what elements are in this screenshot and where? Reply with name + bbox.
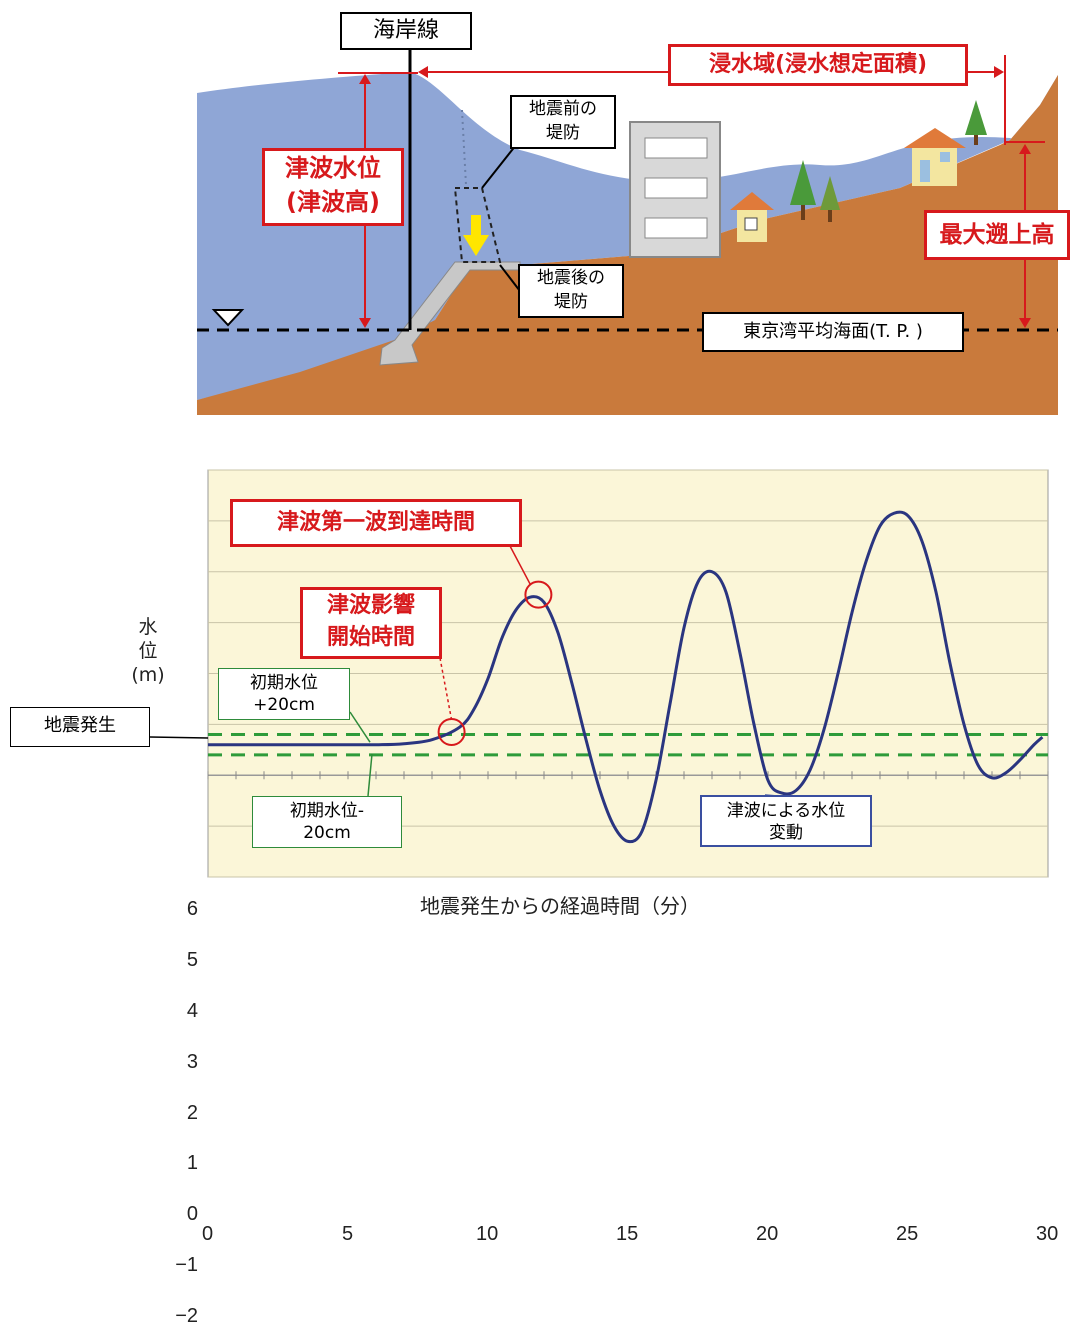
- variation-label: 津波による水位 変動: [700, 795, 872, 847]
- y-axis-label: 水 位 (m): [128, 615, 168, 687]
- seawall-after-line2: 堤防: [554, 292, 588, 312]
- subsidence-arrow-icon: [463, 215, 489, 256]
- variation-line2: 変動: [769, 823, 803, 843]
- x-tick-label: 10: [476, 1223, 499, 1246]
- impact-start-label: 津波影響 開始時間: [300, 587, 442, 659]
- tsunami-level-label-line2: (津波高): [286, 188, 380, 216]
- y-tick-label: 4: [186, 999, 198, 1022]
- impact-start-leader-line: [439, 657, 453, 721]
- tsunami-level-label-line1: 津波水位: [285, 154, 381, 182]
- house-icon: [904, 128, 966, 186]
- tree-icon: [820, 176, 840, 222]
- coastline-label: 海岸線: [340, 12, 472, 50]
- earthquake-leader-line: [149, 736, 209, 739]
- building-icon: [629, 121, 721, 258]
- impact-start-line2: 開始時間: [326, 625, 415, 650]
- initial-plus-label: 初期水位 +20cm: [218, 668, 350, 720]
- initial-minus-label: 初期水位- 20cm: [252, 796, 402, 848]
- initial-minus-leader-line: [367, 753, 373, 797]
- y-tick-label: 1: [186, 1152, 198, 1175]
- annotation-leaders: [149, 545, 791, 798]
- water-level-series-line: [207, 510, 1044, 844]
- x-tick-label: 5: [342, 1223, 354, 1246]
- seawall-after-label: 地震後の 堤防: [518, 264, 624, 318]
- initial-minus-line2: 20cm: [303, 823, 351, 843]
- mean-sea-level-label: 東京湾平均海面(T. P. ): [702, 312, 964, 352]
- x-axis-label: 地震発生からの経過時間（分）: [420, 894, 700, 918]
- y-tick-label: 2: [186, 1101, 198, 1124]
- reference-lines: [208, 733, 1048, 757]
- first-wave-leader-line: [509, 545, 532, 585]
- x-tick-label: 0: [202, 1223, 214, 1246]
- seawall-before-label: 地震前の 堤防: [510, 95, 616, 149]
- seawall-after-line1: 地震後の: [537, 268, 605, 288]
- x-minor-ticks: [207, 771, 1049, 780]
- initial-plus-line2: +20cm: [253, 695, 315, 715]
- y-tick-label: 3: [186, 1050, 198, 1073]
- x-tick-label: 15: [616, 1223, 639, 1246]
- tree-icon: [965, 100, 987, 145]
- x-tick-label: 25: [896, 1223, 919, 1246]
- y-tick-label: −2: [175, 1305, 198, 1327]
- house-icon: [730, 192, 774, 242]
- seawall-after: [379, 261, 521, 366]
- initial-plus-line1: 初期水位: [250, 673, 318, 693]
- y-tick-label: 6: [186, 898, 198, 920]
- y-axis-label-char2: 位: [138, 640, 158, 662]
- y-axis-label-char1: 水: [138, 616, 158, 638]
- first-wave-label: 津波第一波到達時間: [230, 499, 522, 547]
- seawall-before: [453, 187, 502, 263]
- first-wave-marker-icon: [524, 580, 553, 609]
- x-tick-label: 20: [756, 1223, 779, 1246]
- x-tick-label: 30: [1036, 1223, 1059, 1246]
- variation-line1: 津波による水位: [726, 801, 846, 821]
- inundation-label: 浸水域(浸水想定面積): [668, 44, 968, 86]
- seawall-before-line1: 地震前の: [529, 99, 597, 119]
- y-tick-label: 5: [186, 948, 198, 971]
- water-level-chart: −2 −1 0 1 2 3 4 5 6 0 5 10 15 20 25 30 水 位 (m) 地震発生からの経…: [0, 440, 1079, 1327]
- water-level-triangle-icon: [211, 309, 245, 327]
- tsunami-cross-section-diagram: 海岸線 浸水域(浸水想定面積) 津波水位 (津波高) 最大遡上高 地震前の 堤防…: [0, 0, 1079, 430]
- earthquake-label: 地震発生: [10, 707, 150, 747]
- tsunami-level-label: 津波水位 (津波高): [262, 148, 404, 226]
- max-runup-label: 最大遡上高: [924, 210, 1070, 260]
- tree-icon: [790, 160, 816, 220]
- y-tick-label: −1: [175, 1254, 198, 1277]
- y-axis-label-unit: (m): [131, 664, 165, 686]
- seawall-before-line2: 堤防: [546, 123, 580, 143]
- initial-plus-leader-line: [349, 711, 371, 743]
- y-tick-label: 0: [186, 1203, 198, 1226]
- initial-minus-line1: 初期水位-: [289, 801, 365, 821]
- impact-start-line1: 津波影響: [326, 593, 415, 618]
